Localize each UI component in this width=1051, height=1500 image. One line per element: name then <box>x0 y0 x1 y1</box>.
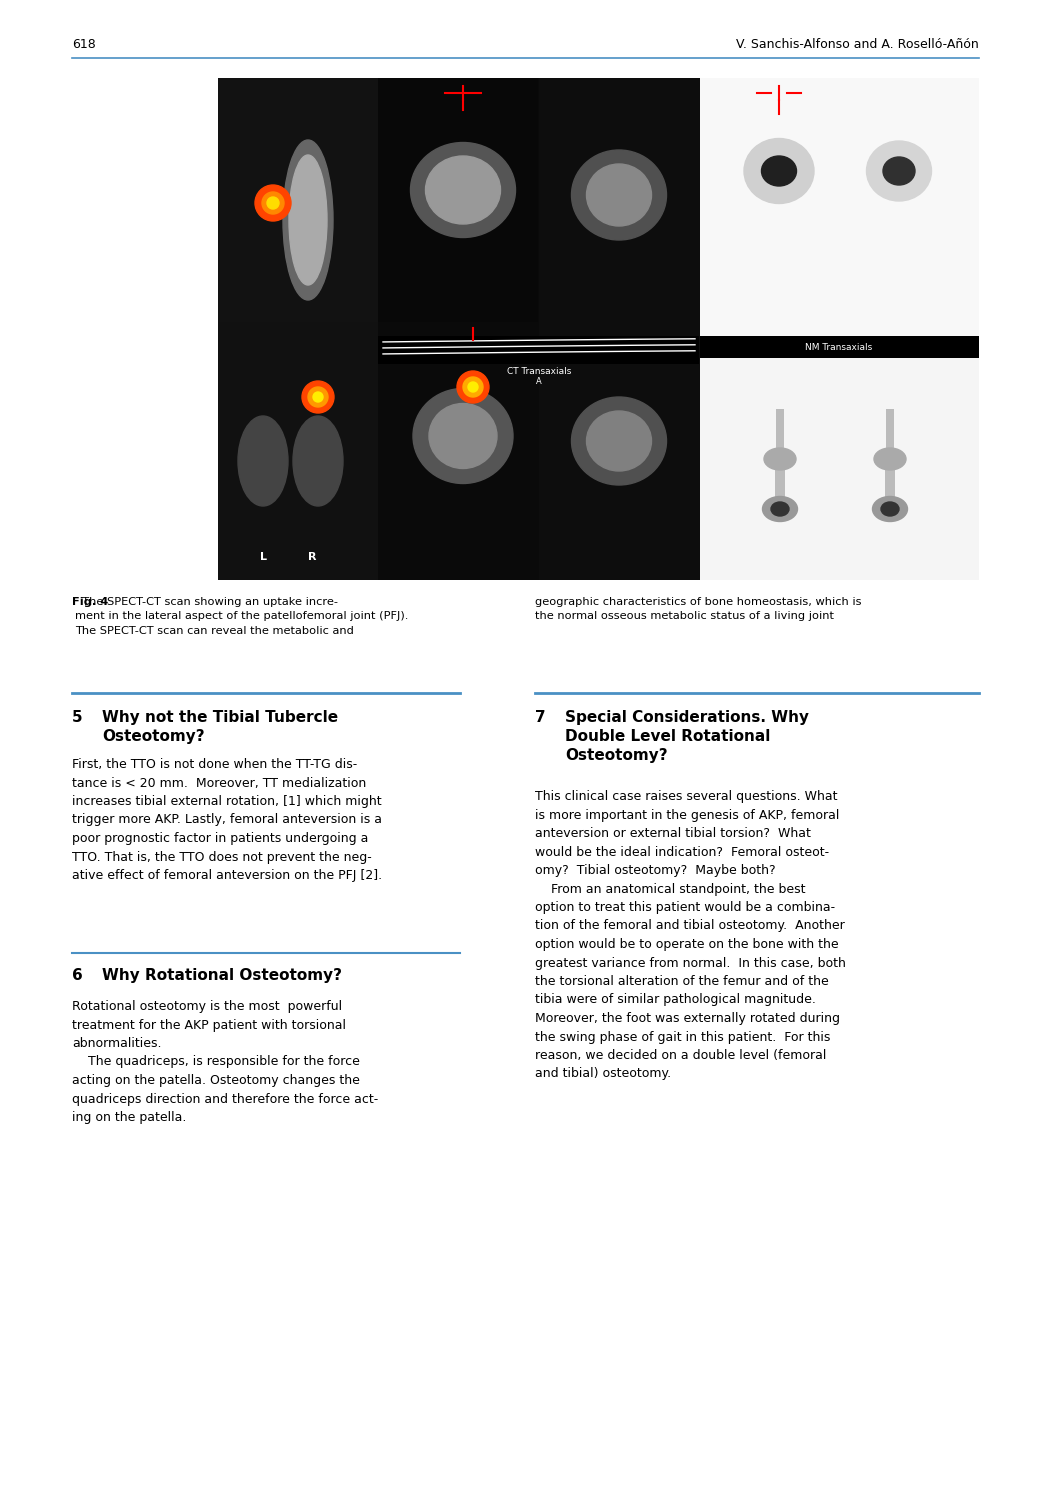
Ellipse shape <box>426 156 500 224</box>
Ellipse shape <box>586 164 652 226</box>
Text: Why not the Tibial Tubercle: Why not the Tibial Tubercle <box>102 710 338 724</box>
Text: Fig. 4: Fig. 4 <box>73 597 108 608</box>
Bar <box>378 336 699 364</box>
Text: This clinical case raises several questions. What
is more important in the genes: This clinical case raises several questi… <box>535 790 846 1080</box>
Circle shape <box>262 192 284 214</box>
Ellipse shape <box>771 503 789 516</box>
Text: A: A <box>536 378 542 387</box>
Text: CT Transaxials: CT Transaxials <box>507 368 571 376</box>
Ellipse shape <box>762 496 798 522</box>
Text: V. Sanchis-Alfonso and A. Roselló-Añón: V. Sanchis-Alfonso and A. Roselló-Añón <box>737 39 978 51</box>
Text: Osteotomy?: Osteotomy? <box>102 729 205 744</box>
Ellipse shape <box>293 416 343 506</box>
Bar <box>885 454 895 509</box>
Bar <box>378 322 538 580</box>
Text: Special Considerations. Why: Special Considerations. Why <box>565 710 809 724</box>
Bar <box>539 322 700 580</box>
Bar <box>700 78 978 358</box>
Bar <box>218 322 378 580</box>
Ellipse shape <box>764 448 796 470</box>
Ellipse shape <box>572 398 666 484</box>
Text: Osteotomy?: Osteotomy? <box>565 748 667 764</box>
Ellipse shape <box>572 150 666 240</box>
Bar <box>378 78 538 322</box>
Circle shape <box>463 376 483 398</box>
Circle shape <box>255 184 291 220</box>
Ellipse shape <box>881 503 899 516</box>
Bar <box>218 78 700 580</box>
Text: Double Level Rotational: Double Level Rotational <box>565 729 770 744</box>
Ellipse shape <box>762 156 797 186</box>
Bar <box>218 78 378 322</box>
Text: 6: 6 <box>73 968 83 982</box>
Ellipse shape <box>866 141 931 201</box>
Bar <box>539 78 700 322</box>
Ellipse shape <box>413 388 513 483</box>
Ellipse shape <box>283 140 333 300</box>
Ellipse shape <box>883 158 915 184</box>
Circle shape <box>468 382 478 392</box>
Ellipse shape <box>872 496 907 522</box>
Ellipse shape <box>429 404 497 468</box>
Text: 5: 5 <box>73 710 83 724</box>
Ellipse shape <box>289 154 327 285</box>
Bar <box>775 454 785 509</box>
Ellipse shape <box>586 411 652 471</box>
Ellipse shape <box>238 416 288 506</box>
Ellipse shape <box>874 448 906 470</box>
Text: 7: 7 <box>535 710 545 724</box>
Circle shape <box>267 196 279 208</box>
Text: R: R <box>308 552 316 562</box>
Ellipse shape <box>411 142 515 237</box>
Circle shape <box>302 381 334 412</box>
Circle shape <box>313 392 323 402</box>
Bar <box>886 410 894 459</box>
Ellipse shape <box>744 138 815 204</box>
Text: geographic characteristics of bone homeostasis, which is
the normal osseous meta: geographic characteristics of bone homeo… <box>535 597 862 621</box>
Text: 618: 618 <box>73 39 96 51</box>
Bar <box>700 336 978 358</box>
Bar <box>776 410 784 459</box>
Text: Why Rotational Osteotomy?: Why Rotational Osteotomy? <box>102 968 342 982</box>
Text: Rotational osteotomy is the most  powerful
treatment for the AKP patient with to: Rotational osteotomy is the most powerfu… <box>73 1000 378 1124</box>
Text: L: L <box>260 552 267 562</box>
Text: First, the TTO is not done when the TT-TG dis-
tance is < 20 mm.  Moreover, TT m: First, the TTO is not done when the TT-T… <box>73 758 383 882</box>
Circle shape <box>457 370 489 404</box>
Text: NM Transaxials: NM Transaxials <box>805 342 872 351</box>
Text: The SPECT-CT scan showing an uptake incre-
ment in the lateral aspect of the pat: The SPECT-CT scan showing an uptake incr… <box>75 597 409 636</box>
Bar <box>700 358 978 580</box>
Circle shape <box>308 387 328 406</box>
